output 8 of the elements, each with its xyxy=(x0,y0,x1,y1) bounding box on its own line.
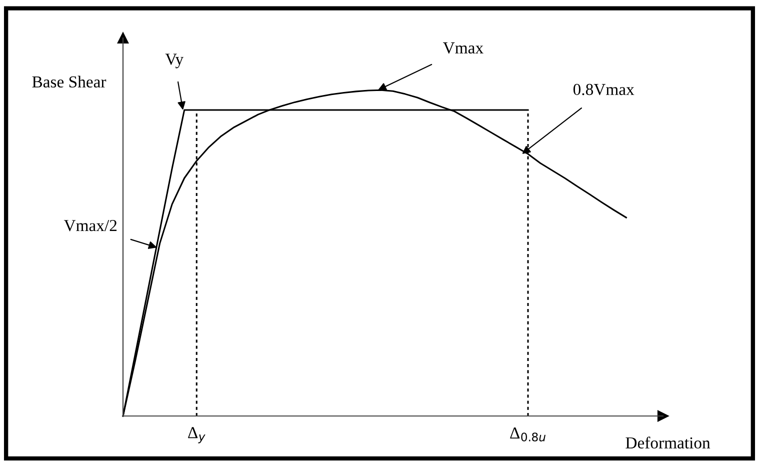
text: Vmax xyxy=(443,42,484,54)
y-axis-title: Base Shear xyxy=(32,76,106,88)
x-axis-title: Deformation xyxy=(626,436,710,449)
text: Vmax/2 xyxy=(64,220,117,232)
annotation: 0.8Vmax xyxy=(573,84,634,96)
x-tick-label: Δ$_{0.8u}$ xyxy=(510,428,546,442)
text: Vy xyxy=(165,54,184,68)
x-tick-label: Δ$_{y}$ xyxy=(188,427,206,444)
